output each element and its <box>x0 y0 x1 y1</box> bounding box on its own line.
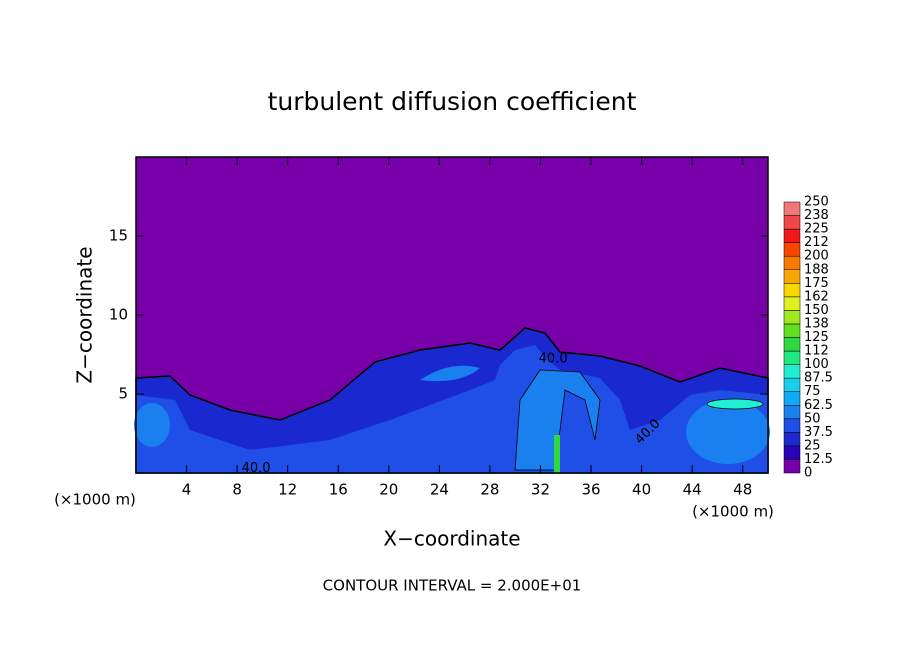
colorbar-label: 188 <box>804 262 829 277</box>
field <box>134 157 770 474</box>
colorbar-label: 250 <box>804 195 829 210</box>
colorbar-band <box>783 391 801 406</box>
x-tick-label: 16 <box>329 481 348 499</box>
x-tick-label: 48 <box>733 481 752 499</box>
colorbar-band <box>783 255 801 271</box>
colorbar-label: 212 <box>804 235 829 250</box>
x-tick-label: 28 <box>480 481 499 499</box>
x-tick-label: 32 <box>531 481 550 499</box>
colorbar-label: 200 <box>804 249 829 264</box>
chart-title: turbulent diffusion coefficient <box>268 87 637 116</box>
colorbar-label: 238 <box>804 208 829 223</box>
x-unit-label: (×1000 m) <box>692 503 774 521</box>
x-tick-label: 20 <box>379 481 398 499</box>
x-tick-label: 44 <box>683 481 702 499</box>
contour-label: 40.0 <box>242 461 271 476</box>
x-tick-label: 36 <box>581 481 600 499</box>
colorbar-label: 25 <box>804 438 821 453</box>
colorbar-band <box>783 310 801 325</box>
colorbar-label: 75 <box>804 384 821 399</box>
x-axis-label: X−coordinate <box>383 527 520 551</box>
colorbar-band <box>783 418 801 433</box>
field-region <box>420 365 480 382</box>
contour-interval: CONTOUR INTERVAL = 2.000E+01 <box>323 577 582 595</box>
colorbar-label: 62.5 <box>804 398 833 413</box>
colorbar-label: 0 <box>804 466 812 481</box>
colorbar-label: 37.5 <box>804 425 833 440</box>
colorbar-band <box>783 405 801 420</box>
contour-label: 40.0 <box>539 352 568 367</box>
colorbar-band <box>783 242 801 257</box>
y-tick-label: 5 <box>118 385 128 403</box>
colorbar-label: 87.5 <box>804 371 833 386</box>
colorbar-band <box>783 432 801 447</box>
y-tick-label: 10 <box>109 306 128 324</box>
colorbar-label: 225 <box>804 222 829 237</box>
colorbar-band <box>783 201 801 216</box>
y-tick-label: 15 <box>109 227 128 245</box>
colorbar-label: 125 <box>804 330 829 345</box>
colorbar-band <box>783 364 801 379</box>
colorbar-label: 150 <box>804 303 829 318</box>
field-region <box>136 345 768 473</box>
colorbar-label: 12.5 <box>804 452 833 467</box>
x-tick-label: 40 <box>632 481 651 499</box>
colorbar-band <box>783 350 801 365</box>
colorbar-label: 50 <box>804 411 821 426</box>
y-axis-label: Z−coordinate <box>73 246 97 383</box>
colorbar-band <box>783 337 801 352</box>
colorbar-band <box>783 215 801 230</box>
colorbar-band <box>783 296 801 311</box>
field-region <box>686 400 770 464</box>
colorbar-label: 138 <box>804 316 829 331</box>
colorbar-label: 162 <box>804 289 829 304</box>
colorbar-label: 112 <box>804 344 829 359</box>
colorbar-band <box>783 269 801 284</box>
x-unit-label: (×1000 m) <box>54 491 136 509</box>
field-region <box>554 435 560 473</box>
x-tick-label: 12 <box>278 481 297 499</box>
colorbar-label: 100 <box>804 357 829 372</box>
field-region <box>134 403 170 447</box>
colorbar-band <box>783 377 801 392</box>
colorbar-label: 175 <box>804 276 829 291</box>
colorbar-band <box>783 283 801 298</box>
x-tick-label: 8 <box>232 481 242 499</box>
colorbar-band <box>783 228 801 243</box>
colorbar-band <box>783 323 801 338</box>
x-tick-label: 24 <box>430 481 449 499</box>
field-region <box>706 398 764 410</box>
colorbar-band <box>783 459 801 474</box>
colorbar-band <box>783 445 801 460</box>
x-tick-label: 4 <box>182 481 192 499</box>
